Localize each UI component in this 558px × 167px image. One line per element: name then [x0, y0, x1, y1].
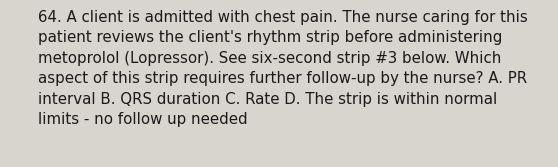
- Text: 64. A client is admitted with chest pain. The nurse caring for this
patient revi: 64. A client is admitted with chest pain…: [38, 10, 528, 127]
